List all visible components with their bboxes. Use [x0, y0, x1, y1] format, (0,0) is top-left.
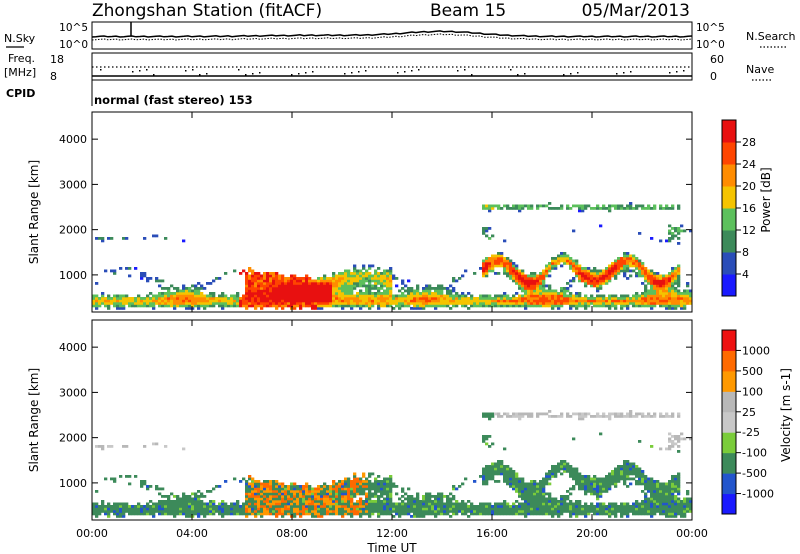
power-tick-top-left: 10^5 — [59, 22, 88, 34]
y-tick-label: 3000 — [59, 386, 87, 399]
power-tick-bottom-left: 10^0 — [59, 39, 88, 51]
power-ylabel: Slant Range [km] — [27, 160, 41, 264]
colorbar-swatch — [722, 370, 736, 392]
power-colorbar-tick: 28 — [742, 136, 756, 149]
nave-tick-bottom: 0 — [710, 70, 717, 83]
power-tick-top-right: 10^5 — [696, 22, 725, 34]
velocity-heatmap — [92, 410, 693, 518]
colorbar-swatch — [722, 252, 736, 275]
power-colorbar-tick: 12 — [742, 224, 756, 237]
freq-unit: [MHz] — [4, 66, 36, 79]
frequency-strip-panel: Freq. [MHz] 18 8 60 0 Nave — [4, 52, 774, 83]
cpid-strip: CPID normal (fast stereo) 153 — [6, 80, 253, 107]
colorbar-swatch — [722, 208, 736, 231]
velocity-colorbar-tick: 100 — [742, 385, 763, 398]
colorbar-swatch — [722, 142, 736, 165]
y-tick-label: 3000 — [59, 178, 87, 191]
colorbar-swatch — [722, 186, 736, 209]
cpid-label: CPID — [6, 87, 35, 100]
time-tick-label: 16:00 — [476, 527, 508, 540]
nsearch-label: N.Search — [746, 30, 796, 43]
colorbar-swatch — [722, 164, 736, 187]
beam-title: Beam 15 — [430, 1, 506, 21]
colorbar-swatch — [722, 330, 736, 351]
velocity-colorbar: 1000 500 100 25 -25 -100 -500 -1000 — [721, 329, 774, 515]
power-colorbar-tick: 16 — [742, 202, 756, 215]
power-colorbar-tick: 4 — [742, 268, 749, 281]
y-tick-label: 4000 — [59, 133, 87, 146]
velocity-ylabel: Slant Range [km] — [27, 368, 41, 472]
colorbar-swatch — [722, 230, 736, 253]
velocity-colorbar-tick: -500 — [742, 467, 767, 480]
power-colorbar: 4 8 12 16 20 24 28 — [721, 119, 756, 297]
colorbar-swatch — [722, 473, 736, 495]
time-tick-label: 00:00 — [76, 527, 108, 540]
nave-label: Nave — [746, 63, 774, 76]
y-tick-label: 2000 — [59, 432, 87, 445]
time-tick-label: 20:00 — [576, 527, 608, 540]
freq-tick-bottom: 8 — [50, 70, 57, 83]
nave-tick-top: 60 — [710, 53, 724, 66]
time-tick-label: 12:00 — [376, 527, 408, 540]
velocity-colorbar-tick: 500 — [742, 365, 763, 378]
noise-search-line — [91, 33, 693, 41]
velocity-panel: 1000 2000 3000 4000 Slant Range [km] 1000 50… — [27, 319, 793, 521]
y-tick-label: 1000 — [59, 269, 87, 282]
colorbar-swatch — [722, 432, 736, 454]
velocity-colorbar-tick: 25 — [742, 406, 756, 419]
power-colorbar-tick: 8 — [742, 246, 749, 259]
time-tick-label: 08:00 — [276, 527, 308, 540]
noise-strip-panel: N.Sky 10^5 10^0 10^5 10^0 N.Search — [4, 21, 796, 51]
power-colorbar-tick: 24 — [742, 158, 756, 171]
noise-sky-line — [91, 30, 693, 38]
y-tick-label: 2000 — [59, 224, 87, 237]
power-panel: 1000 2000 3000 4000 Slant Range [km] 4 8 12 16… — [27, 111, 773, 313]
velocity-colorbar-label: Velocity [m s-1] — [779, 368, 793, 462]
colorbar-swatch — [722, 411, 736, 433]
time-axis-title: Time UT — [366, 541, 417, 554]
freq-tick-top: 18 — [50, 53, 64, 66]
y-tick-label: 4000 — [59, 341, 87, 354]
time-tick-label: 04:00 — [176, 527, 208, 540]
colorbar-swatch — [722, 350, 736, 372]
cpid-text: normal (fast stereo) 153 — [94, 93, 253, 107]
colorbar-swatch — [722, 391, 736, 413]
power-colorbar-tick: 20 — [742, 180, 756, 193]
nsky-label: N.Sky — [4, 32, 36, 45]
power-heatmap — [92, 202, 693, 310]
velocity-colorbar-tick: -100 — [742, 447, 767, 460]
power-colorbar-label: Power [dB] — [759, 167, 773, 232]
power-tick-bottom-right: 10^0 — [696, 39, 725, 51]
date-title: 05/Mar/2013 — [582, 1, 690, 21]
velocity-colorbar-tick: -1000 — [742, 488, 774, 501]
y-tick-label: 1000 — [59, 477, 87, 490]
colorbar-swatch — [722, 120, 736, 143]
colorbar-swatch — [722, 493, 736, 515]
station-title: Zhongshan Station (fitACF) — [92, 1, 322, 21]
velocity-colorbar-tick: -25 — [742, 426, 760, 439]
time-tick-label: 00:00 — [676, 527, 708, 540]
freq-label: Freq. — [8, 52, 35, 65]
colorbar-swatch — [722, 274, 736, 297]
colorbar-swatch — [722, 452, 736, 474]
velocity-colorbar-tick: 1000 — [742, 344, 770, 357]
